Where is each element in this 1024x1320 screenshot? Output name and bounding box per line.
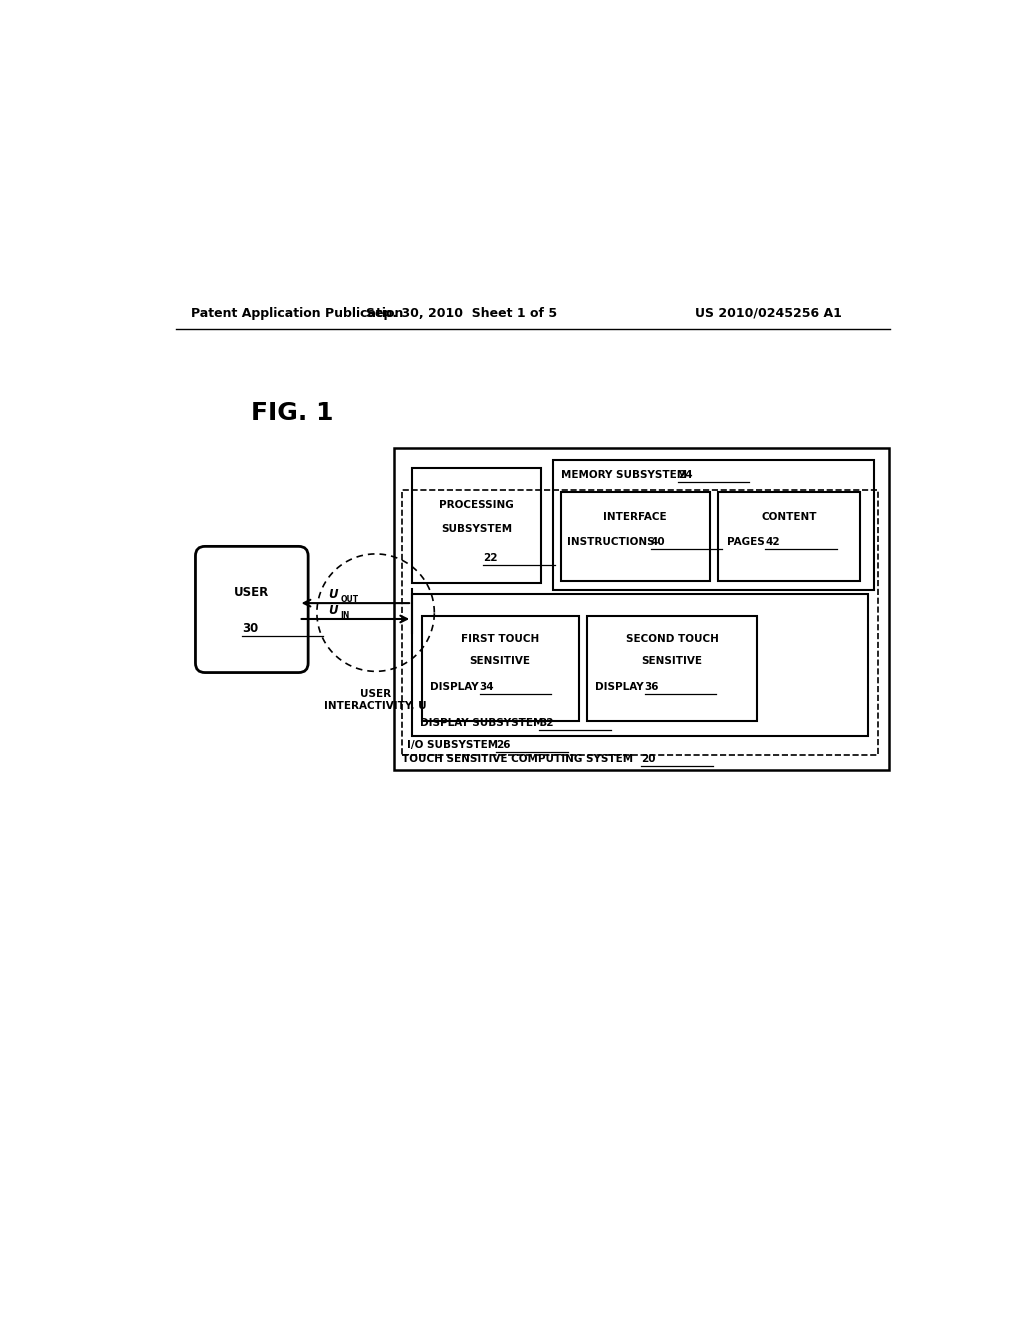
Text: 26: 26	[497, 741, 511, 750]
Text: SUBSYSTEM: SUBSYSTEM	[441, 524, 512, 535]
Bar	[560, 492, 710, 581]
Text: 42: 42	[765, 537, 780, 546]
Text: USER: USER	[234, 586, 269, 598]
Text: CONTENT: CONTENT	[761, 512, 817, 521]
Text: FIG. 1: FIG. 1	[251, 401, 334, 425]
Text: 30: 30	[243, 622, 258, 635]
Bar	[412, 469, 542, 583]
Text: DISPLAY SUBSYSTEM: DISPLAY SUBSYSTEM	[420, 718, 544, 727]
Text: DISPLAY: DISPLAY	[430, 682, 478, 692]
Text: U: U	[328, 603, 338, 616]
Text: Sep. 30, 2010  Sheet 1 of 5: Sep. 30, 2010 Sheet 1 of 5	[366, 308, 557, 319]
Text: U: U	[328, 587, 338, 601]
Text: SENSITIVE: SENSITIVE	[641, 656, 702, 665]
Text: OUT: OUT	[341, 595, 358, 605]
Text: 20: 20	[641, 754, 656, 764]
Text: INSTRUCTIONS: INSTRUCTIONS	[567, 537, 654, 546]
Text: SECOND TOUCH: SECOND TOUCH	[626, 634, 719, 644]
Text: 32: 32	[539, 718, 554, 727]
Bar	[422, 616, 579, 721]
Text: 36: 36	[645, 682, 659, 692]
Text: DISPLAY: DISPLAY	[595, 682, 643, 692]
Bar	[394, 449, 889, 770]
Text: 40: 40	[651, 537, 666, 546]
Text: USER
INTERACTIVITY, U: USER INTERACTIVITY, U	[325, 689, 427, 711]
Text: MEMORY SUBSYSTEM: MEMORY SUBSYSTEM	[560, 470, 687, 479]
Text: 34: 34	[479, 682, 495, 692]
Text: IN: IN	[341, 611, 350, 620]
Text: FIRST TOUCH: FIRST TOUCH	[461, 634, 540, 644]
Text: US 2010/0245256 A1: US 2010/0245256 A1	[695, 308, 842, 319]
Text: 22: 22	[483, 553, 498, 562]
Bar	[412, 594, 868, 735]
Bar	[587, 616, 758, 721]
Bar	[401, 490, 878, 755]
Bar	[553, 461, 874, 590]
Text: INTERFACE: INTERFACE	[603, 512, 667, 521]
Text: PAGES: PAGES	[727, 537, 765, 546]
Bar	[718, 492, 860, 581]
Text: Patent Application Publication: Patent Application Publication	[191, 308, 403, 319]
Text: 24: 24	[678, 470, 692, 479]
Text: I/O SUBSYSTEM: I/O SUBSYSTEM	[407, 741, 498, 750]
Text: TOUCH SENSITIVE COMPUTING SYSTEM: TOUCH SENSITIVE COMPUTING SYSTEM	[401, 754, 633, 764]
Text: SENSITIVE: SENSITIVE	[470, 656, 530, 665]
Text: PROCESSING: PROCESSING	[439, 500, 514, 510]
